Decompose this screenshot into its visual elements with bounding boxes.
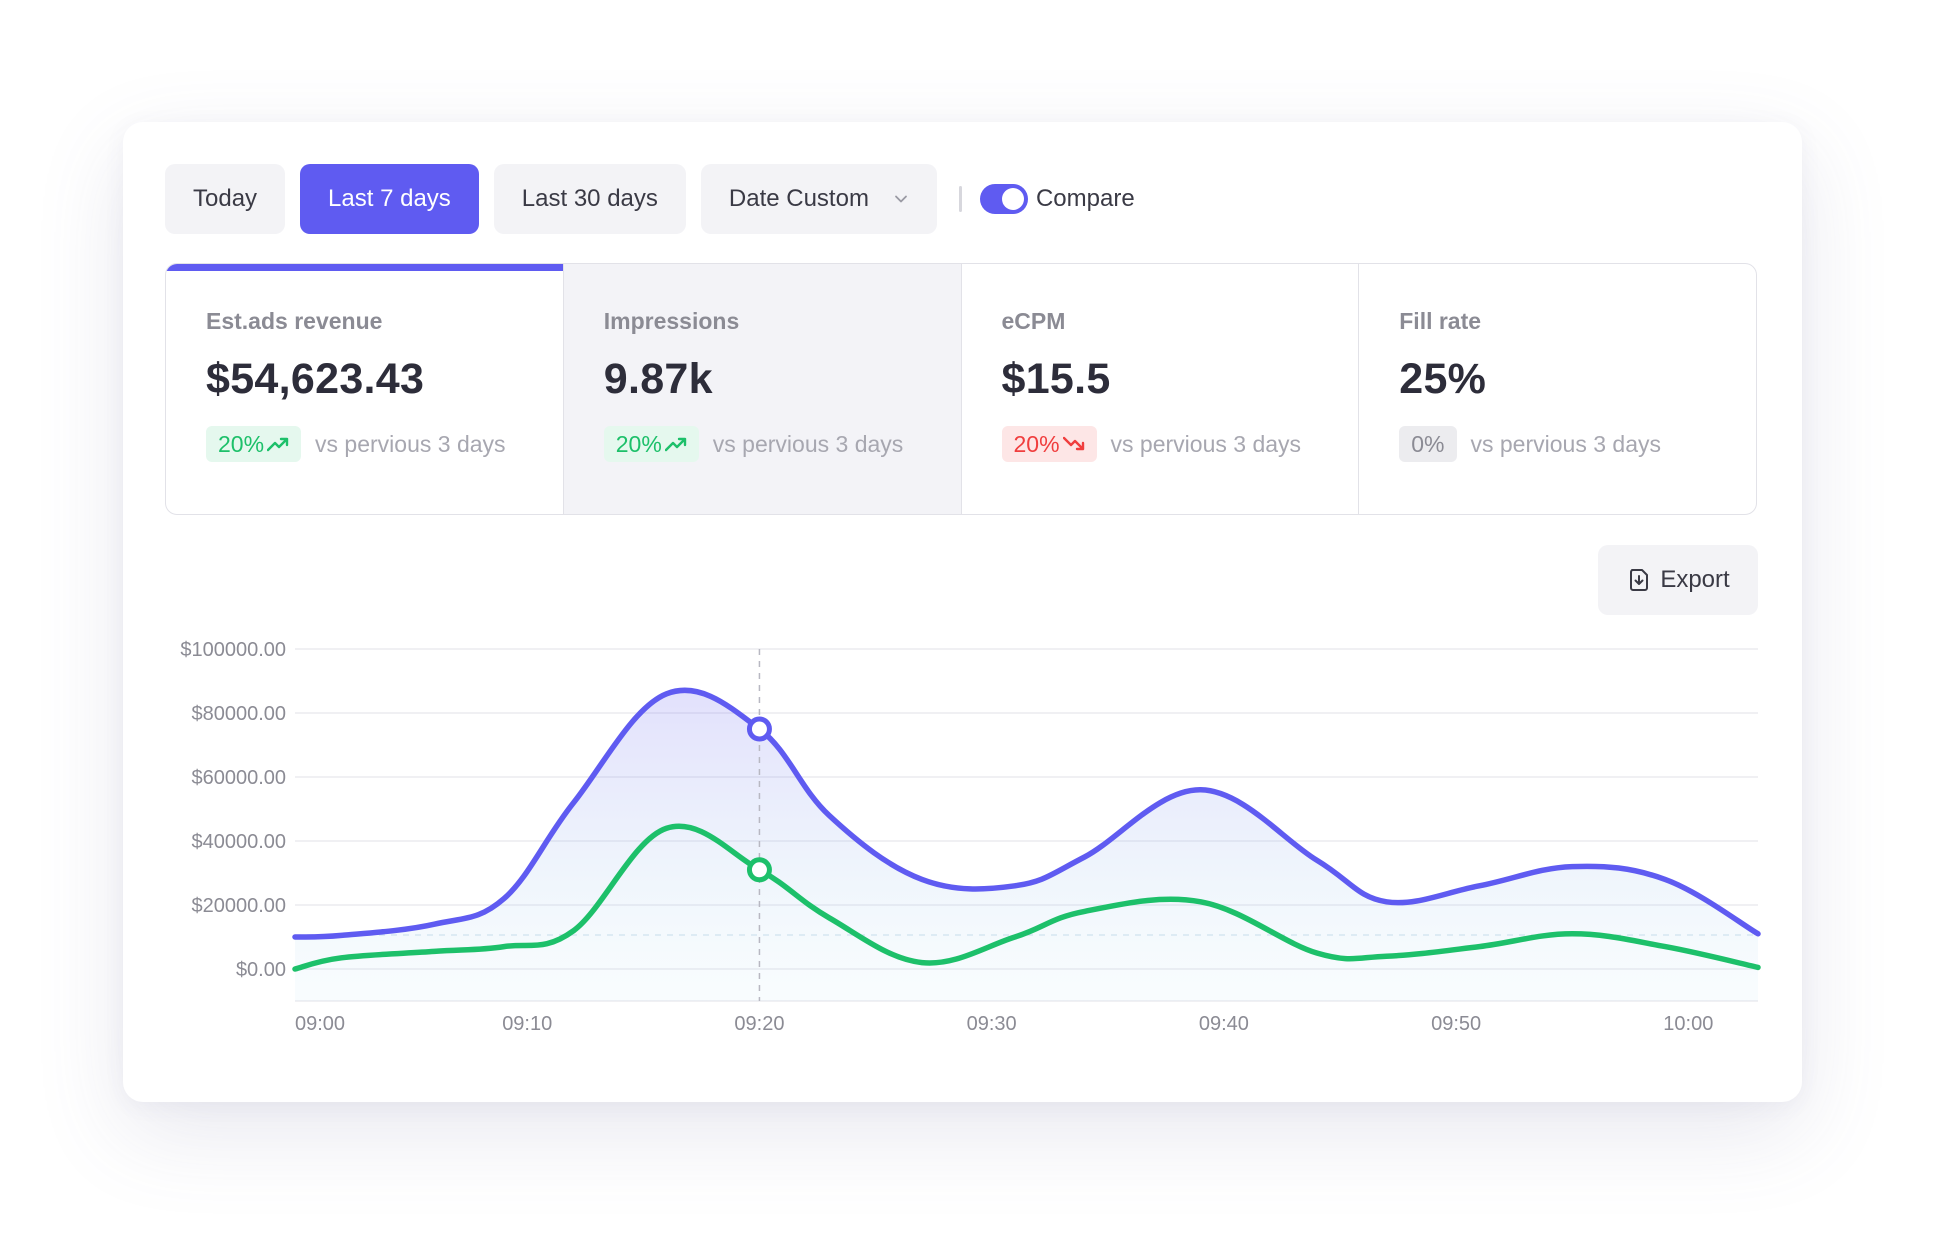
- metric-label: Est.ads revenue: [206, 308, 383, 334]
- y-tick-label: $20000.00: [191, 895, 286, 917]
- y-tick-label: $40000.00: [191, 831, 286, 853]
- metric-value: 25%: [1399, 355, 1487, 403]
- trend-up-icon: [267, 437, 289, 452]
- metric-compare-text: vs pervious 3 days: [315, 430, 506, 457]
- change-badge: 20%: [603, 426, 699, 462]
- metric-compare-text: vs pervious 3 days: [712, 430, 904, 457]
- active-indicator: [166, 264, 563, 271]
- tab-label: Last 7 days: [328, 185, 451, 212]
- export-label: Export: [1660, 566, 1730, 593]
- highlight-point-1: [746, 716, 772, 742]
- metric-value: 9.87k: [603, 355, 713, 403]
- metric-compare-text: vs pervious 3 days: [1470, 430, 1661, 457]
- y-tick-label: $100000.00: [180, 639, 286, 661]
- metric-card-impressions[interactable]: Impressions 9.87k 20% vs pervious 3 days: [563, 264, 962, 514]
- metric-compare-text: vs pervious 3 days: [1110, 430, 1302, 457]
- trend-down-icon: [1062, 436, 1084, 451]
- metric-label: eCPM: [1001, 308, 1066, 334]
- change-value: 20%: [615, 430, 662, 457]
- tab-label: Last 30 days: [521, 185, 658, 212]
- change-badge: 0%: [1399, 426, 1457, 462]
- tab-label: Today: [193, 185, 258, 212]
- date-custom-dropdown[interactable]: Date Custom: [700, 164, 937, 234]
- compare-toggle[interactable]: [979, 184, 1028, 214]
- x-tick-label: 09:40: [1199, 1013, 1249, 1035]
- tab-last-7-days[interactable]: Last 7 days: [300, 164, 479, 234]
- x-tick-label: 09:00: [295, 1013, 345, 1035]
- metric-label: Fill rate: [1399, 308, 1482, 334]
- metric-label: Impressions: [603, 308, 740, 334]
- metric-value: $15.5: [1001, 355, 1111, 403]
- tab-today[interactable]: Today: [165, 164, 286, 234]
- analytics-card: Today Last 7 days Last 30 days Date Cust…: [123, 122, 1802, 1102]
- change-value: 20%: [1013, 430, 1060, 457]
- file-export-icon: [1630, 569, 1649, 591]
- change-badge: 20%: [1001, 426, 1097, 462]
- y-tick-label: $80000.00: [191, 703, 286, 725]
- change-value: 0%: [1411, 430, 1445, 457]
- toggle-knob: [1001, 188, 1024, 210]
- x-tick-label: 09:50: [1431, 1013, 1481, 1035]
- tab-last-30-days[interactable]: Last 30 days: [493, 164, 686, 234]
- chevron-down-icon: [895, 195, 907, 203]
- date-range-toolbar: Today Last 7 days Last 30 days Date Cust…: [165, 164, 1135, 234]
- metric-card-ecpm[interactable]: eCPM $15.5 20% vs pervious 3 days: [962, 264, 1360, 514]
- x-tick-label: 09:20: [734, 1013, 784, 1035]
- compare-label: Compare: [1035, 185, 1135, 212]
- metric-card-revenue[interactable]: Est.ads revenue $54,623.43 20% vs pervio…: [166, 264, 564, 514]
- x-tick-label: 09:30: [967, 1013, 1017, 1035]
- series-line-1: [292, 687, 1761, 940]
- y-tick-label: $0.00: [236, 959, 286, 981]
- y-tick-label: $60000.00: [191, 767, 286, 789]
- change-value: 20%: [218, 430, 265, 457]
- metric-card-fill-rate[interactable]: Fill rate 25% 0% vs pervious 3 days: [1359, 264, 1756, 514]
- trend-up-icon: [664, 437, 686, 452]
- metric-value: $54,623.43: [206, 355, 425, 403]
- export-button[interactable]: Export: [1598, 545, 1758, 615]
- highlight-point-2: [746, 857, 772, 883]
- change-badge: 20%: [206, 426, 302, 462]
- x-tick-label: 09:10: [502, 1013, 552, 1035]
- tab-label: Date Custom: [728, 185, 869, 212]
- series-area: [295, 690, 1758, 1001]
- metrics-panel: Est.ads revenue $54,623.43 20% vs pervio…: [165, 263, 1757, 515]
- series-line-2: [292, 823, 1761, 972]
- toolbar-divider: [958, 186, 962, 212]
- x-tick-label: 10:00: [1663, 1013, 1713, 1035]
